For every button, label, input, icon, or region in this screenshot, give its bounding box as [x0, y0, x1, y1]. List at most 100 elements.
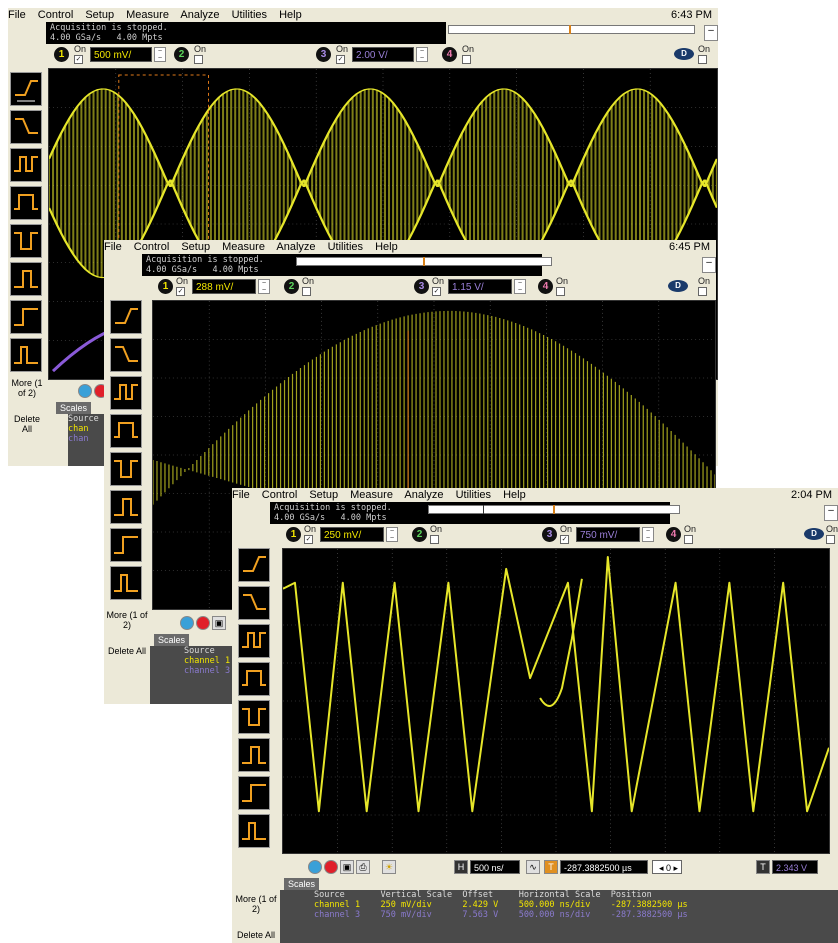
channel-4-button[interactable]: 4 [442, 47, 457, 62]
menu-utilities[interactable]: Utilities [327, 241, 364, 253]
trigger-marker-icon[interactable]: T [544, 860, 558, 874]
channel-1-scale-arrows[interactable]: ~ ~ [258, 279, 270, 294]
pulse-width-trigger-icon[interactable] [238, 662, 270, 696]
channel-3-button[interactable]: 3 [542, 527, 557, 542]
pattern-trigger-icon[interactable] [238, 700, 270, 734]
menu-utilities[interactable]: Utilities [455, 489, 492, 501]
channel-2-on[interactable]: On [430, 525, 442, 544]
timebase-field[interactable]: 500 ns/ [470, 860, 520, 874]
channel-1-button[interactable]: 1 [286, 527, 301, 542]
menu-analyze[interactable]: Analyze [404, 489, 444, 501]
channel-3-scale-arrows[interactable]: ~ ~ [416, 47, 428, 62]
channel-2-on[interactable]: On [194, 45, 206, 64]
menu-help[interactable]: Help [279, 9, 302, 21]
channel-2-button[interactable]: 2 [412, 527, 427, 542]
menu-file[interactable]: File [104, 241, 122, 253]
scales-tab[interactable]: Scales [56, 402, 92, 414]
channel-3-scale[interactable]: 1.15 V/ [448, 279, 512, 294]
menu-file[interactable]: File [8, 9, 26, 21]
edge-falling-trigger-icon[interactable] [10, 110, 42, 144]
channel-1-scale[interactable]: 288 mV/ [192, 279, 256, 294]
position-field[interactable]: -287.3882500 µs [560, 860, 648, 874]
channel-1-on[interactable]: On ✓ [74, 44, 87, 64]
print-icon[interactable]: ⎙ [356, 860, 370, 874]
trigger-icon[interactable]: T [756, 860, 770, 874]
channel-1-scale-arrows[interactable]: ~ ~ [386, 527, 398, 542]
glitch-trigger-icon[interactable] [238, 624, 270, 658]
menu-setup[interactable]: Setup [85, 9, 115, 21]
runt-trigger-icon[interactable] [238, 738, 270, 772]
delay-mode-icon[interactable]: ∿ [526, 860, 540, 874]
channel-1-on[interactable]: On ✓ [176, 276, 189, 296]
digital-button[interactable]: D [804, 528, 824, 540]
menu-help[interactable]: Help [503, 489, 526, 501]
menu-analyze[interactable]: Analyze [276, 241, 316, 253]
channel-4-button[interactable]: 4 [538, 279, 553, 294]
pulse-width-trigger-icon[interactable] [10, 186, 42, 220]
memory-bar[interactable] [296, 257, 552, 266]
menu-setup[interactable]: Setup [181, 241, 211, 253]
edge-rising-trigger-icon[interactable] [10, 72, 42, 106]
scales-tab[interactable]: Scales [154, 634, 190, 646]
channel-4-on[interactable]: On [462, 45, 474, 64]
more-button[interactable]: More (1 of 2) [106, 610, 148, 630]
channel-3-scale-arrows[interactable]: ~ ~ [642, 527, 654, 542]
channel-3-scale-arrows[interactable]: ~ ~ [514, 279, 526, 294]
setup-hold-trigger-icon[interactable] [238, 776, 270, 810]
setup-hold-trigger-icon[interactable] [110, 528, 142, 562]
brightness-icon[interactable]: ☀ [382, 860, 396, 874]
channel-3-scale[interactable]: 2.00 V/ [352, 47, 414, 62]
record-icon[interactable] [196, 616, 210, 630]
channel-1-scale[interactable]: 250 mV/ [320, 527, 384, 542]
channel-3-button[interactable]: 3 [414, 279, 429, 294]
delete-all-button[interactable]: Delete All [236, 930, 276, 940]
menu-help[interactable]: Help [375, 241, 398, 253]
digital-on[interactable]: On [698, 45, 710, 64]
glitch-trigger-icon[interactable] [110, 376, 142, 410]
zoom-icon[interactable]: ▣ [212, 616, 226, 630]
channel-2-button[interactable]: 2 [174, 47, 189, 62]
menu-analyze[interactable]: Analyze [180, 9, 220, 21]
scales-tab[interactable]: Scales [284, 878, 320, 890]
minimize-button[interactable]: – [702, 257, 716, 273]
memory-bar[interactable] [428, 505, 680, 514]
menu-file[interactable]: File [232, 489, 250, 501]
runt-trigger-icon[interactable] [110, 490, 142, 524]
channel-1-on[interactable]: On ✓ [304, 524, 317, 544]
channel-3-on[interactable]: On ✓ [560, 524, 573, 544]
zoom-field[interactable]: ◂ 0 ▸ [652, 860, 682, 874]
transition-trigger-icon[interactable] [10, 338, 42, 372]
channel-4-on[interactable]: On [556, 277, 568, 296]
more-button[interactable]: More (1 of 2) [11, 378, 43, 398]
menu-measure[interactable]: Measure [222, 241, 265, 253]
display-color-icon[interactable] [180, 616, 194, 630]
transition-trigger-icon[interactable] [110, 566, 142, 600]
menu-control[interactable]: Control [133, 241, 170, 253]
memory-bar[interactable] [448, 25, 695, 34]
channel-3-scale[interactable]: 750 mV/ [576, 527, 640, 542]
transition-trigger-icon[interactable] [238, 814, 270, 848]
digital-button[interactable]: D [668, 280, 688, 292]
record-icon[interactable] [324, 860, 338, 874]
display-color-icon[interactable] [78, 384, 92, 398]
menu-utilities[interactable]: Utilities [231, 9, 268, 21]
edge-rising-trigger-icon[interactable] [238, 548, 270, 582]
horizontal-icon[interactable]: H [454, 860, 468, 874]
channel-4-button[interactable]: 4 [666, 527, 681, 542]
pattern-trigger-icon[interactable] [110, 452, 142, 486]
menu-measure[interactable]: Measure [126, 9, 169, 21]
minimize-button[interactable]: – [704, 25, 718, 41]
delete-all-button[interactable]: Delete All [13, 414, 40, 434]
more-button[interactable]: More (1 of 2) [235, 894, 277, 914]
channel-3-button[interactable]: 3 [316, 47, 331, 62]
minimize-button[interactable]: – [824, 505, 838, 521]
channel-3-on[interactable]: On ✓ [336, 44, 349, 64]
pattern-trigger-icon[interactable] [10, 224, 42, 258]
menu-control[interactable]: Control [37, 9, 74, 21]
glitch-trigger-icon[interactable] [10, 148, 42, 182]
delete-all-button[interactable]: Delete All [107, 646, 147, 656]
channel-3-on[interactable]: On ✓ [432, 276, 445, 296]
channel-4-on[interactable]: On [684, 525, 696, 544]
channel-1-scale[interactable]: 500 mV/ [90, 47, 152, 62]
channel-2-button[interactable]: 2 [284, 279, 299, 294]
